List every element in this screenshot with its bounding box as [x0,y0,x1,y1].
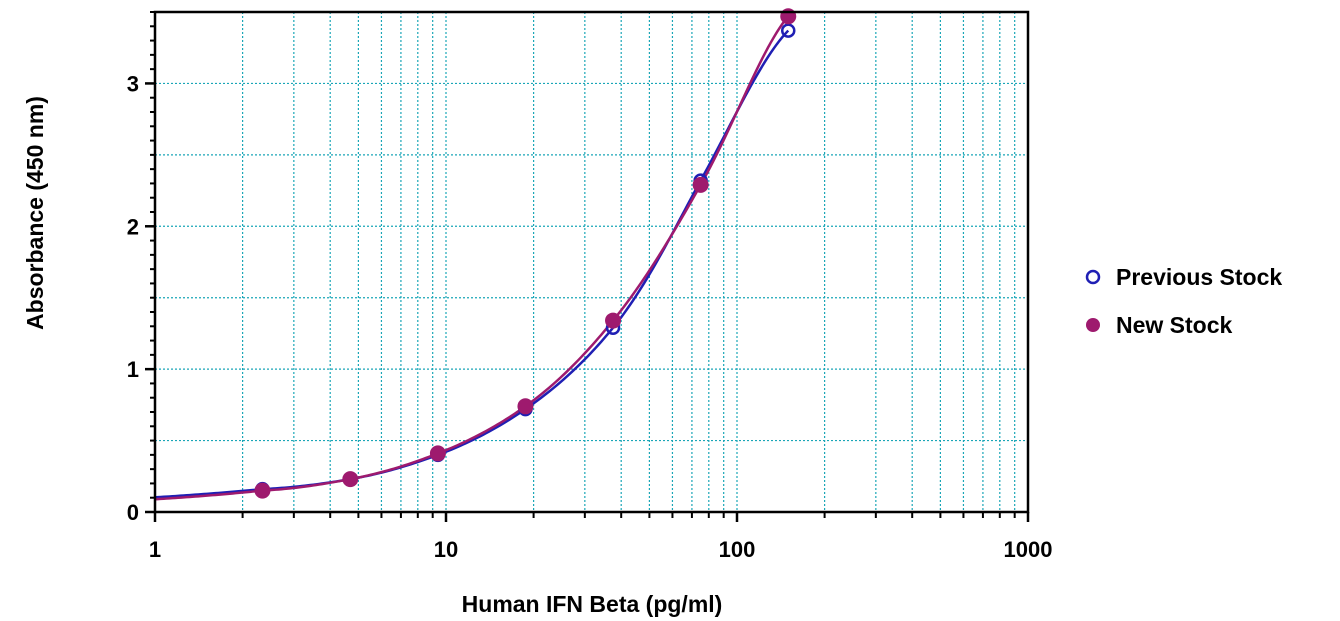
grid-lines [155,12,1028,512]
data-point-new-stock [780,8,797,25]
y-tick-label: 3 [127,71,139,96]
x-tick-label: 10 [434,537,458,562]
data-point-new-stock [342,471,359,488]
data-point-new-stock [429,445,446,462]
legend: Previous Stock New Stock [1085,264,1282,338]
x-axis-title: Human IFN Beta (pg/ml) [462,591,723,617]
data-point-previous-stock [780,23,796,38]
data-point-new-stock [692,176,709,193]
x-tick-label: 100 [719,537,756,562]
fit-curve-new-stock [154,15,790,501]
data-points [254,8,797,499]
legend-item-previous-stock: Previous Stock [1085,264,1282,290]
legend-marker-previous-stock [1085,269,1101,285]
plot-border [153,10,1030,514]
legend-item-new-stock: New Stock [1086,312,1233,338]
plot-frame [153,10,1030,514]
y-tick-label: 1 [127,357,139,382]
legend-label-new-stock: New Stock [1116,312,1233,338]
x-tick-label: 1 [149,537,161,562]
y-tick-label: 2 [127,214,139,239]
data-point-new-stock [605,312,622,329]
y-axis-title: Absorbance (450 nm) [22,96,48,330]
fit-curves [154,15,790,501]
x-tick-label: 1000 [1004,537,1053,562]
legend-marker-new-stock [1086,318,1100,332]
y-tick-label: 0 [127,500,139,525]
fit-curve-previous-stock [154,29,790,499]
data-point-new-stock [254,482,271,499]
data-point-new-stock [517,398,534,415]
legend-label-previous-stock: Previous Stock [1116,264,1282,290]
